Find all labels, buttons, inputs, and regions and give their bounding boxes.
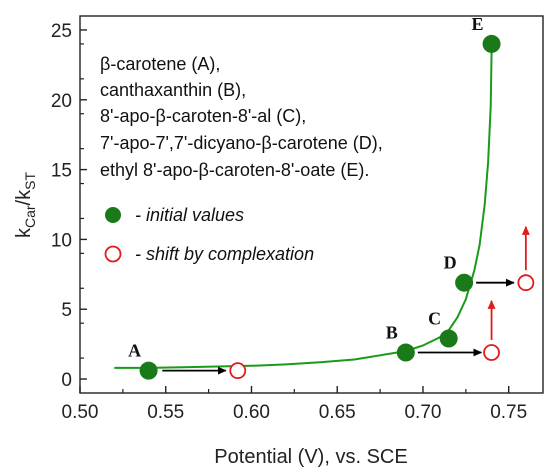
legend-open-marker bbox=[104, 245, 122, 263]
point-label-d: D bbox=[444, 253, 457, 273]
point-label-e: E bbox=[472, 14, 484, 34]
y-axis-title-sub1: Car bbox=[22, 205, 38, 228]
complexation-point bbox=[517, 274, 535, 292]
point-label-a: A bbox=[128, 341, 141, 361]
shift-arrows bbox=[162, 225, 530, 375]
complexation-point bbox=[229, 362, 247, 380]
initial-value-point bbox=[455, 273, 474, 292]
y-axis-title-sub2: ST bbox=[22, 172, 38, 190]
y-tick-label: 25 bbox=[51, 21, 72, 42]
point-label-c: C bbox=[428, 309, 441, 329]
y-axis-title-main: k bbox=[13, 227, 35, 238]
fit-curve bbox=[114, 50, 493, 369]
x-tick-label: 0.55 bbox=[147, 402, 184, 423]
y-tick-label: 20 bbox=[51, 91, 72, 112]
legend-compounds: β-carotene (A), canthaxanthin (B), 8'-ap… bbox=[100, 54, 383, 180]
y-axis-title-slash: /k bbox=[13, 189, 35, 206]
legend-compound-d: 7'-apo-7',7'-dicyano-β-carotene (D), bbox=[100, 133, 383, 153]
x-axis-title: Potential (V), vs. SCE bbox=[214, 446, 407, 468]
plot-frame bbox=[79, 15, 544, 394]
point-label-b: B bbox=[386, 323, 398, 343]
x-tick-label: 0.70 bbox=[404, 402, 441, 423]
legend-compound-e: ethyl 8'-apo-β-caroten-8'-oate (E). bbox=[100, 160, 369, 180]
legend-compound-c: 8'-apo-β-caroten-8'-al (C), bbox=[100, 106, 306, 126]
y-tick-label: 0 bbox=[61, 370, 72, 391]
point-labels: A B C D E bbox=[128, 14, 483, 361]
legend-markers: - initial values - shift by complexation bbox=[104, 205, 314, 264]
x-tick-label: 0.65 bbox=[319, 402, 356, 423]
y-axis-title: kCar/kST bbox=[13, 172, 38, 238]
y-tick-label: 15 bbox=[51, 161, 72, 182]
legend-filled-marker bbox=[105, 207, 121, 223]
x-tick-label: 0.60 bbox=[233, 402, 270, 423]
data-points bbox=[139, 34, 535, 380]
initial-value-point bbox=[139, 361, 158, 380]
y-tick-label: 5 bbox=[61, 300, 72, 321]
legend-initial-values-label: - initial values bbox=[135, 205, 244, 225]
legend-compound-a: β-carotene (A), bbox=[100, 54, 220, 74]
y-tick-label: 10 bbox=[51, 230, 72, 251]
initial-value-point bbox=[482, 34, 501, 53]
x-axis: 0.50 0.55 0.60 0.65 0.70 0.75 bbox=[62, 386, 527, 423]
y-axis: 0 5 10 15 20 25 bbox=[51, 21, 87, 391]
x-tick-label: 0.75 bbox=[490, 402, 527, 423]
x-tick-label: 0.50 bbox=[62, 402, 99, 423]
legend-shift-label: - shift by complexation bbox=[135, 244, 314, 264]
initial-value-point bbox=[396, 343, 415, 362]
initial-value-point bbox=[439, 329, 458, 348]
complexation-point bbox=[483, 344, 500, 361]
legend-compound-b: canthaxanthin (B), bbox=[100, 80, 246, 100]
